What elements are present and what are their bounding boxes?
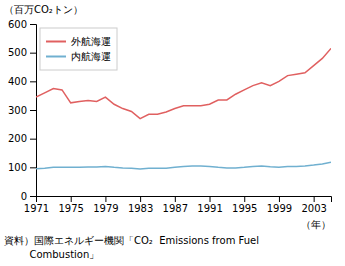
tick: 1991 xyxy=(197,196,222,214)
tick-mark xyxy=(140,196,141,202)
chart: 1971 1975 1979 1983 1987 1991 1995 1999 2003 0 100… xyxy=(0,0,345,266)
tick: 1971 xyxy=(24,196,49,214)
tick-mark xyxy=(314,196,315,202)
tick-label: 1995 xyxy=(232,203,257,214)
legend: 外航海運内航海運 xyxy=(40,28,117,70)
legend-label: 外航海運 xyxy=(71,36,111,47)
tick: 1987 xyxy=(163,196,188,214)
tick: 1979 xyxy=(93,196,118,214)
tick: 2003 xyxy=(301,196,326,214)
x-axis: 1971 1975 1979 1983 1987 1991 1995 1999 2003 xyxy=(24,196,332,214)
tick: 400 xyxy=(8,76,36,87)
legend-swatch xyxy=(46,41,66,43)
plot-area: 1971 1975 1979 1983 1987 1991 1995 1999 2003 0 100… xyxy=(8,19,332,214)
tick-mark xyxy=(175,196,176,202)
tick: 200 xyxy=(8,133,36,144)
series-line xyxy=(36,162,331,169)
tick-label: 1983 xyxy=(128,203,153,214)
tick-mark xyxy=(71,196,72,202)
legend-item: 外航海運 xyxy=(46,36,111,47)
tick: 1975 xyxy=(58,196,83,214)
tick: 100 xyxy=(8,162,36,173)
y-axis-title: （百万CO₂トン） xyxy=(4,4,83,15)
tick: 600 xyxy=(8,19,36,30)
tick-mark xyxy=(30,53,36,54)
tick: 0 xyxy=(21,191,36,202)
tick-label: 200 xyxy=(8,133,27,144)
tick: 500 xyxy=(8,47,36,58)
tick: 1999 xyxy=(267,196,292,214)
legend-box xyxy=(40,28,117,70)
tick: 1983 xyxy=(128,196,153,214)
tick-label: 400 xyxy=(8,76,27,87)
series-line xyxy=(36,48,331,118)
tick-label: 1999 xyxy=(267,203,292,214)
tick-mark xyxy=(244,196,245,202)
tick-mark xyxy=(210,196,211,202)
tick-mark xyxy=(30,110,36,111)
tick-label: 600 xyxy=(8,19,27,30)
legend-label: 内航海運 xyxy=(71,51,111,62)
tick-mark xyxy=(30,196,36,197)
tick-label: 2003 xyxy=(301,203,326,214)
tick-mark xyxy=(30,81,36,82)
axis-line xyxy=(37,197,332,203)
tick-mark xyxy=(279,196,280,202)
tick: 1995 xyxy=(232,196,257,214)
tick-label: 300 xyxy=(8,105,27,116)
annotation: 資料）国際エネルギー機関「CO₂ Emissions from Fuel xyxy=(4,235,259,246)
tick-mark xyxy=(30,139,36,140)
tick-label: 1987 xyxy=(163,203,188,214)
tick-label: 0 xyxy=(21,191,27,202)
x-axis-title: （年） xyxy=(301,219,331,230)
tick-label: 1971 xyxy=(24,203,49,214)
tick-label: 1975 xyxy=(58,203,83,214)
tick-mark xyxy=(30,24,36,25)
axis-line xyxy=(30,25,37,197)
annotation: Combustion」 xyxy=(4,249,99,260)
tick-label: 500 xyxy=(8,47,27,58)
y-axis: 0 100 200 300 400 500 600 xyxy=(8,19,37,202)
tick-label: 1991 xyxy=(197,203,222,214)
legend-swatch xyxy=(46,56,66,58)
legend-item: 内航海運 xyxy=(46,51,111,62)
tick-mark xyxy=(30,167,36,168)
tick-label: 100 xyxy=(8,162,27,173)
tick: 300 xyxy=(8,105,36,116)
tick-label: 1979 xyxy=(93,203,118,214)
tick-mark xyxy=(105,196,106,202)
